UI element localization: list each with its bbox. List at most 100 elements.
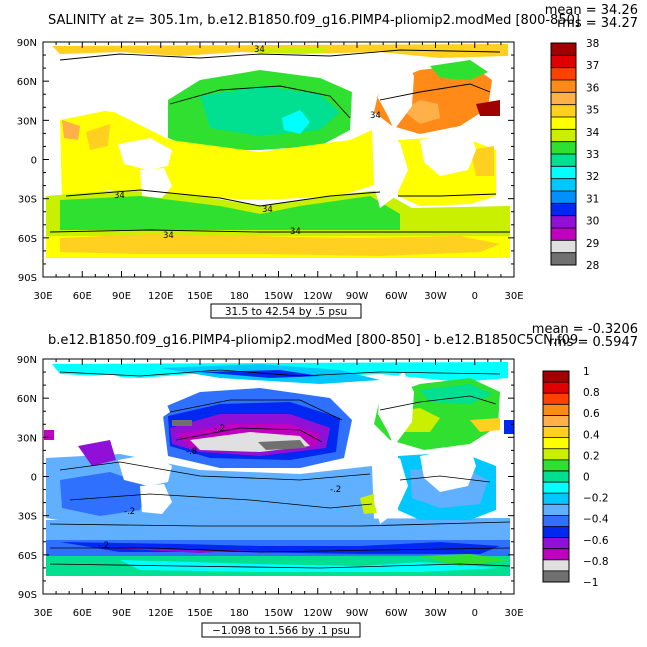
colorbar-swatch — [543, 371, 569, 383]
panel2-mean: mean = -0.3206 — [532, 322, 638, 337]
y-tick-label: 60N — [17, 394, 37, 405]
colorbar-label: 36 — [586, 82, 600, 94]
panel1-mean: mean = 34.26 — [545, 3, 638, 18]
colorbar-label: −0.2 — [583, 493, 609, 505]
colorbar-swatch — [543, 515, 569, 527]
x-tick-label: 120E — [148, 291, 173, 302]
colorbar-swatch — [543, 437, 569, 450]
panel1-rms: rms = 34.27 — [557, 16, 638, 31]
contour-label: -.2 — [124, 507, 135, 517]
colorbar-swatch — [551, 141, 576, 155]
panel2-colorbar: 1 0.8 0.6 0.4 0.2 0 −0.2 −0.4 −0.6 −0.8 −1 — [542, 366, 609, 589]
x-tick-label: 120E — [148, 608, 173, 619]
colorbar-swatch — [551, 104, 576, 118]
panel-difference: b.e12.B1850.f09_g16.PIMP4-pliomip2.modMe… — [17, 322, 638, 638]
y-tick-label: 90N — [17, 355, 37, 366]
colorbar-label: 32 — [586, 171, 599, 183]
colorbar-swatch — [543, 459, 569, 472]
colorbar-label: −0.6 — [583, 535, 609, 547]
colorbar-swatch — [551, 117, 576, 130]
colorbar-frame — [542, 370, 570, 583]
x-tick-label: 30W — [424, 291, 447, 302]
y-tick-label: 30S — [18, 512, 37, 523]
contour-label: 34 — [163, 231, 174, 241]
y-tick-label: 0 — [31, 156, 37, 167]
x-tick-label: 120W — [303, 608, 332, 619]
colorbar-swatch — [543, 448, 569, 461]
x-tick-label: 150E — [187, 291, 212, 302]
colorbar-label: 0.6 — [583, 408, 600, 420]
colorbar-swatch — [551, 154, 576, 167]
colorbar-swatch — [551, 228, 576, 241]
colorbar-label: 0.8 — [583, 387, 600, 399]
panel2-contour-labels: -.2 -.2 -.8 -.2 -.2 — [98, 424, 341, 551]
colorbar-swatch — [551, 203, 576, 216]
colorbar-label: −0.4 — [583, 514, 609, 526]
colorbar-label: 33 — [586, 149, 599, 161]
colorbar-swatch — [543, 570, 569, 583]
colorbar-swatch — [543, 393, 569, 405]
contour-label: 34 — [370, 111, 381, 121]
colorbar-label: 1 — [583, 366, 590, 378]
contour-label: 34 — [290, 227, 301, 237]
contour-label: 34 — [262, 205, 273, 215]
colorbar-swatch — [551, 43, 576, 56]
colorbar-swatch — [543, 426, 569, 438]
colorbar-swatch — [551, 67, 576, 81]
colorbar-swatch — [543, 504, 569, 516]
x-tick-label: 90W — [346, 608, 369, 619]
colorbar-swatch — [551, 240, 576, 253]
colorbar-frame — [550, 42, 577, 266]
y-tick-label: 30N — [17, 116, 37, 127]
contour-label: -.2 — [98, 541, 109, 551]
x-tick-label: 30E — [33, 291, 52, 302]
colorbar-swatch — [543, 537, 569, 549]
colorbar-label: 38 — [586, 38, 599, 50]
panel1-contour-labels: 34 34 34 34 34 34 — [114, 45, 381, 241]
x-tick-label: 60W — [385, 608, 408, 619]
colorbar-label: 28 — [586, 260, 599, 272]
colorbar-swatch — [543, 382, 569, 394]
x-tick-label: 90E — [112, 608, 131, 619]
colorbar-label: 0.2 — [583, 450, 600, 462]
colorbar-label: 0.4 — [583, 429, 600, 441]
colorbar-swatch — [543, 526, 569, 538]
colorbar-swatch — [543, 470, 569, 483]
panel1-range-box — [210, 303, 362, 319]
panel2-range-box — [201, 622, 361, 638]
panel2-axis-ticks: 30E 60E 90E 120E 150E 180 150W 120W 90W 60W 30W 0 30… — [17, 355, 524, 619]
y-tick-label: 60S — [18, 234, 37, 245]
x-tick-label: 60E — [73, 608, 92, 619]
panel2-rms: rms = 0.5947 — [549, 335, 638, 350]
colorbar-swatch — [551, 178, 576, 192]
x-tick-label: 30W — [424, 608, 447, 619]
x-tick-label: 0 — [472, 291, 478, 302]
contour-label: -.2 — [330, 485, 341, 495]
colorbar-label: 34 — [586, 127, 600, 139]
contour-label: 34 — [254, 45, 265, 55]
y-tick-label: 90S — [18, 590, 37, 601]
x-tick-label: 60E — [73, 291, 92, 302]
contour-label: -.2 — [214, 424, 225, 434]
panel1-title: SALINITY at z= 305.1m, b.e12.B1850.f09_g… — [48, 13, 580, 28]
colorbar-swatch — [543, 415, 569, 427]
colorbar-swatch — [551, 215, 576, 229]
x-tick-label: 0 — [472, 608, 478, 619]
x-tick-label: 150W — [264, 608, 293, 619]
colorbar-swatch — [551, 166, 576, 179]
y-tick-label: 90N — [17, 38, 37, 49]
x-tick-label: 90E — [112, 291, 131, 302]
x-tick-label: 30E — [33, 608, 52, 619]
colorbar-swatch — [551, 191, 576, 204]
colorbar-label: 29 — [586, 238, 599, 250]
panel2-title: b.e12.B1850.f09_g16.PIMP4-pliomip2.modMe… — [48, 333, 578, 348]
x-tick-label: 150E — [187, 608, 212, 619]
y-tick-label: 30N — [17, 433, 37, 444]
colorbar-swatch — [543, 404, 569, 416]
colorbar-label: −1 — [583, 577, 598, 589]
colorbar-label: −0.8 — [583, 556, 609, 568]
x-tick-label: 150W — [264, 291, 293, 302]
y-tick-label: 0 — [31, 473, 37, 484]
y-tick-label: 60S — [18, 551, 37, 562]
